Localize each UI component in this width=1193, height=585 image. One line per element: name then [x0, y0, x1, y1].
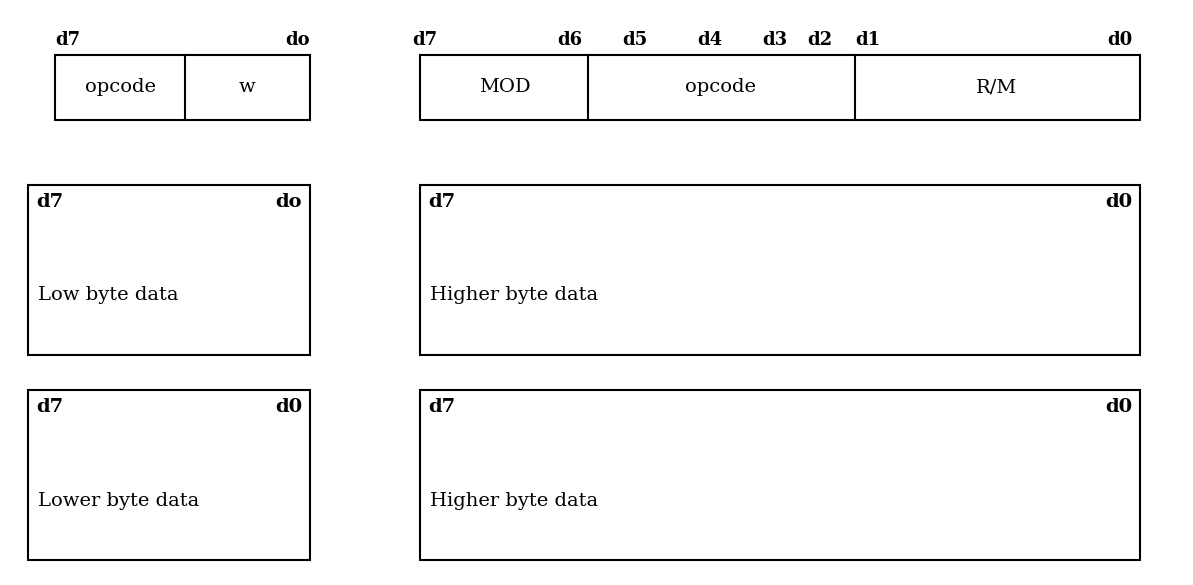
Text: Higher byte data: Higher byte data	[429, 287, 598, 305]
Text: Low byte data: Low byte data	[38, 287, 179, 305]
Bar	[420, 185, 1141, 355]
Text: opcode: opcode	[85, 78, 155, 97]
Text: d3: d3	[762, 31, 787, 49]
Text: Lower byte data: Lower byte data	[38, 491, 199, 510]
Bar	[27, 390, 310, 560]
Text: w: w	[239, 78, 255, 97]
Text: opcode: opcode	[685, 78, 755, 97]
Text: Higher byte data: Higher byte data	[429, 491, 598, 510]
Text: do: do	[276, 193, 302, 211]
Text: d7: d7	[428, 193, 455, 211]
Bar	[420, 55, 1141, 120]
Bar	[27, 185, 310, 355]
Text: d0: d0	[1105, 193, 1132, 211]
Text: d7: d7	[36, 193, 63, 211]
Text: d2: d2	[808, 31, 833, 49]
Text: d0: d0	[1107, 31, 1132, 49]
Text: d7: d7	[428, 398, 455, 416]
Text: d7: d7	[413, 31, 438, 49]
Text: d1: d1	[855, 31, 880, 49]
Text: R/M: R/M	[976, 78, 1018, 97]
Text: d0: d0	[1105, 398, 1132, 416]
Text: d7: d7	[55, 31, 80, 49]
Text: d5: d5	[623, 31, 648, 49]
Text: d6: d6	[557, 31, 582, 49]
Text: MOD: MOD	[480, 78, 531, 97]
Text: d7: d7	[36, 398, 63, 416]
Bar	[55, 55, 310, 120]
Text: do: do	[285, 31, 310, 49]
Text: d4: d4	[698, 31, 723, 49]
Bar	[420, 390, 1141, 560]
Text: d0: d0	[274, 398, 302, 416]
